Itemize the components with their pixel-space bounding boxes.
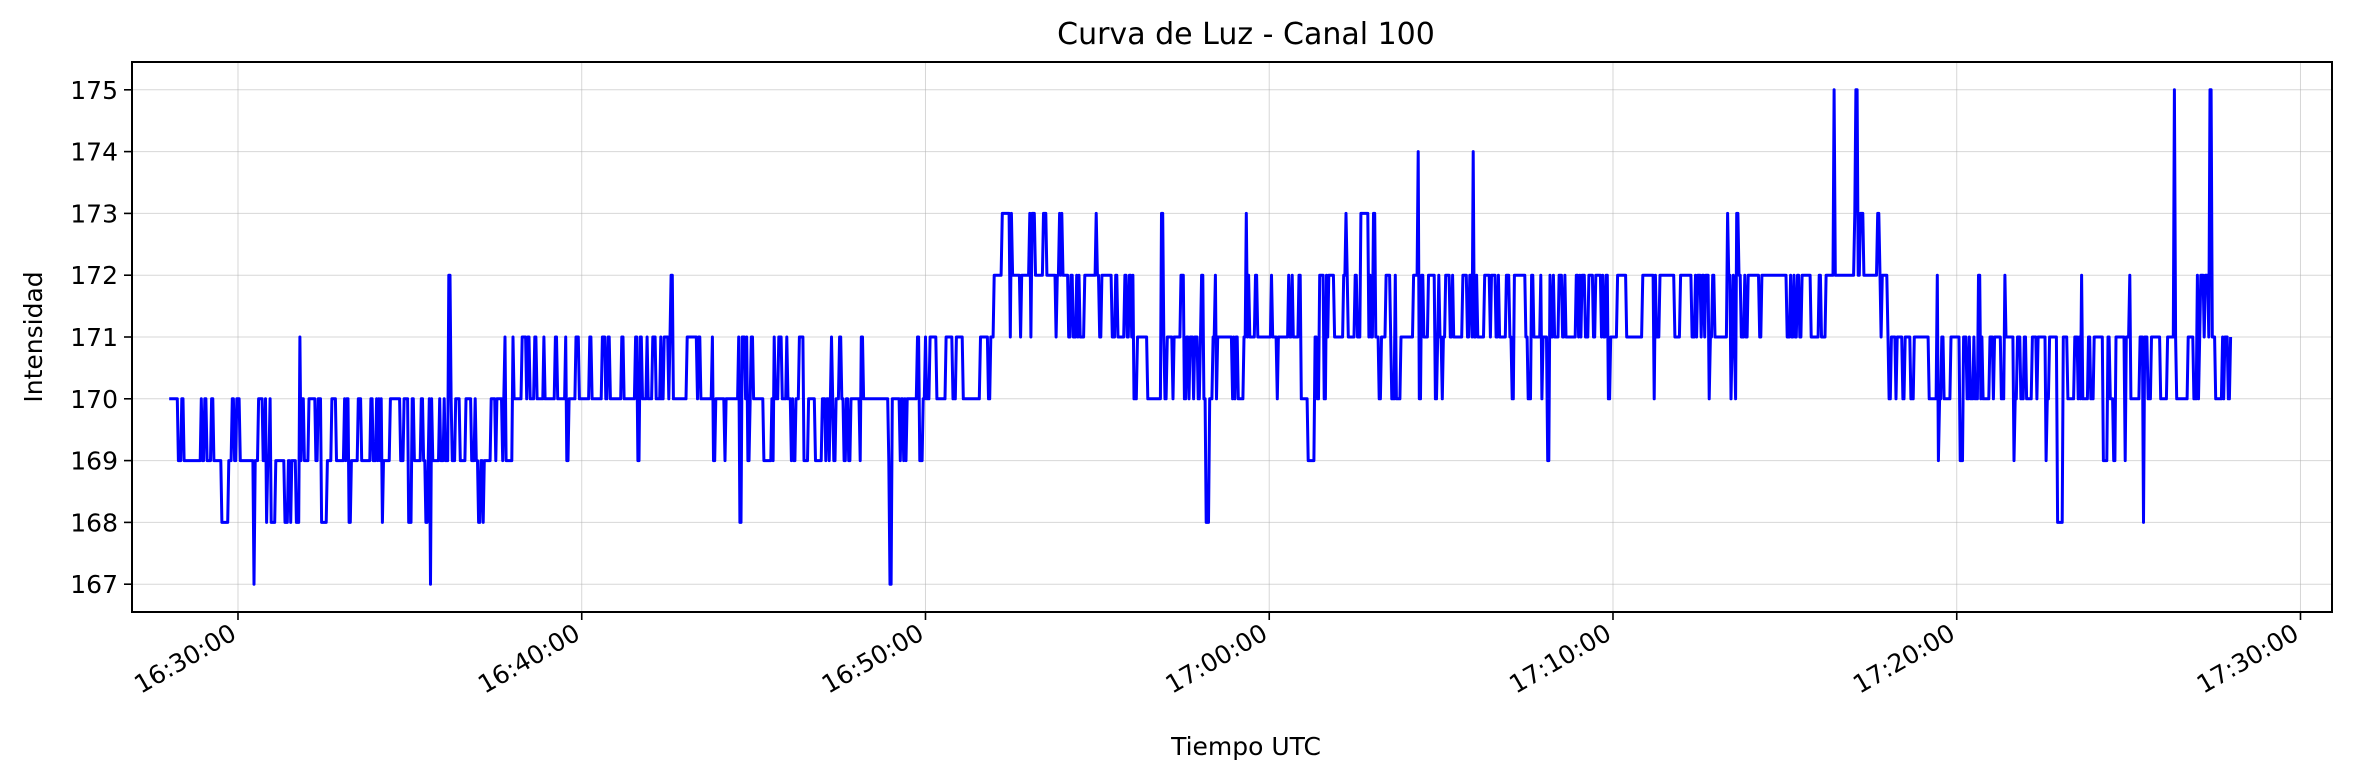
y-axis-ticks: 167 168 169 170 171 172 173 174 175 bbox=[70, 76, 132, 599]
y-tick-label: 174 bbox=[70, 138, 118, 167]
y-tick-label: 169 bbox=[70, 447, 118, 476]
y-tick-label: 172 bbox=[70, 261, 118, 290]
y-tick-label: 171 bbox=[70, 323, 118, 352]
y-tick-label: 168 bbox=[70, 508, 118, 537]
chart-title: Curva de Luz - Canal 100 bbox=[1057, 17, 1435, 52]
y-tick-label: 170 bbox=[70, 385, 118, 414]
y-tick-label: 173 bbox=[70, 199, 118, 228]
y-axis-label: Intensidad bbox=[19, 271, 48, 402]
series-layer bbox=[168, 88, 2233, 586]
y-tick-label: 167 bbox=[70, 570, 118, 599]
y-tick-label: 175 bbox=[70, 76, 118, 105]
series-line bbox=[168, 88, 2233, 586]
x-axis-label: Tiempo UTC bbox=[1170, 732, 1321, 761]
